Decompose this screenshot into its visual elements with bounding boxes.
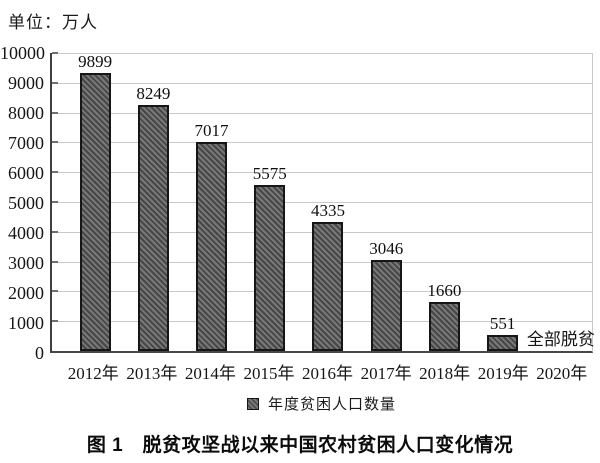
- y-tick-8000: [52, 111, 58, 114]
- bar-slot-2015年: 5575: [241, 53, 299, 351]
- y-tick-label-0: 0: [35, 343, 44, 363]
- bar-slot-2016年: 4335: [299, 53, 357, 351]
- x-tick-label-2017年: 2017年: [360, 364, 412, 383]
- gridline-5000: [52, 202, 592, 203]
- bar-slot-2013年: 8249: [124, 53, 182, 351]
- y-tick-label-6000: 6000: [8, 163, 44, 183]
- y-tick-3000: [52, 260, 58, 263]
- x-tick-label-2020年: 2020年: [536, 364, 588, 383]
- y-tick-label-5000: 5000: [8, 193, 44, 213]
- y-tick-label-3000: 3000: [8, 253, 44, 273]
- bar-2018年: [428, 301, 460, 351]
- bar-value-label-2016年: 4335: [310, 200, 345, 220]
- bar-value-label-2014年: 7017: [194, 120, 229, 140]
- bar-value-label-2012年: 9899: [78, 52, 113, 71]
- y-tick-label-4000: 4000: [8, 223, 44, 243]
- legend-label: 年度贫困人口数量: [267, 397, 396, 413]
- unit-label: 单位：万人: [8, 13, 98, 32]
- bar-slot-2018年: 1660: [415, 53, 473, 351]
- bars-container: 9899 8249 7017 5575 4335 3046 1660 551 全部脱贫: [52, 53, 595, 351]
- y-tick-9000: [52, 81, 58, 84]
- bar-value-label-2015年: 5575: [252, 163, 287, 183]
- y-tick-label-7000: 7000: [8, 133, 44, 153]
- y-tick-7000: [52, 141, 58, 144]
- x-tick-label-2016年: 2016年: [302, 364, 354, 383]
- bar-2014年: [196, 141, 228, 351]
- x-tick-label-2014年: 2014年: [184, 364, 236, 383]
- x-tick-label-2015年: 2015年: [243, 364, 295, 383]
- y-tick-10000: [52, 52, 58, 54]
- y-tick-label-9000: 9000: [8, 73, 44, 93]
- gridline-7000: [52, 142, 592, 144]
- legend: 年度贫困人口数量: [50, 393, 593, 414]
- gridline-9000: [52, 82, 592, 84]
- bar-2013年: [137, 105, 169, 351]
- bar-slot-2019年: 551: [474, 53, 532, 351]
- x-tick-label-2019年: 2019年: [477, 364, 529, 383]
- x-axis-labels: 2012年 2013年 2014年 2015年 2016年 2017年 2018年 2019年…: [50, 359, 593, 384]
- bar-2019年: [487, 334, 519, 351]
- bar-value-label-2017年: 3046: [369, 239, 404, 259]
- plot-area: 9899 8249 7017 5575 4335 3046 1660 551 全部脱贫: [50, 52, 595, 353]
- x-tick-label-2013年: 2013年: [126, 364, 178, 383]
- bar-slot-2014年: 7017: [182, 53, 240, 351]
- bar-slot-2017年: 3046: [357, 53, 415, 351]
- bar-slot-2012年: 9899: [66, 53, 124, 351]
- x-tick-label-2018年: 2018年: [419, 364, 471, 383]
- y-tick-label-8000: 8000: [8, 103, 44, 123]
- legend-swatch-hatched-square: [246, 397, 259, 410]
- y-tick-6000: [52, 171, 58, 174]
- bar-2016年: [312, 221, 344, 351]
- x-tick-label-2012年: 2012年: [67, 364, 119, 383]
- y-tick-5000: [52, 201, 58, 203]
- y-tick-label-1000: 1000: [8, 313, 44, 333]
- bar-value-label-2013年: 8249: [136, 84, 171, 104]
- bar-2012年: [79, 73, 111, 351]
- bar-value-label-2019年: 551: [489, 313, 516, 333]
- y-tick-4000: [52, 230, 58, 233]
- chart-caption: 图 1 脱贫攻坚战以来中国农村贫困人口变化情况: [86, 435, 514, 456]
- y-tick-label-10000: 10000: [0, 43, 45, 63]
- y-axis-labels: 0 1000 2000 3000 4000 5000 6000 7000 8000 9000 100…: [0, 44, 45, 362]
- y-tick-1000: [52, 320, 58, 323]
- bar-2015年: [254, 184, 286, 351]
- gridline-6000: [52, 172, 592, 174]
- bar-value-label-2018年: 1660: [427, 280, 462, 300]
- bar-2017年: [370, 260, 402, 351]
- gridline-10000: [52, 53, 592, 54]
- annotation-2020年: 全部脱贫: [526, 330, 595, 350]
- bar-slot-2020年: 全部脱贫: [527, 53, 595, 351]
- gridline-8000: [52, 112, 592, 114]
- y-tick-label-2000: 2000: [8, 283, 44, 303]
- y-tick-2000: [52, 290, 58, 293]
